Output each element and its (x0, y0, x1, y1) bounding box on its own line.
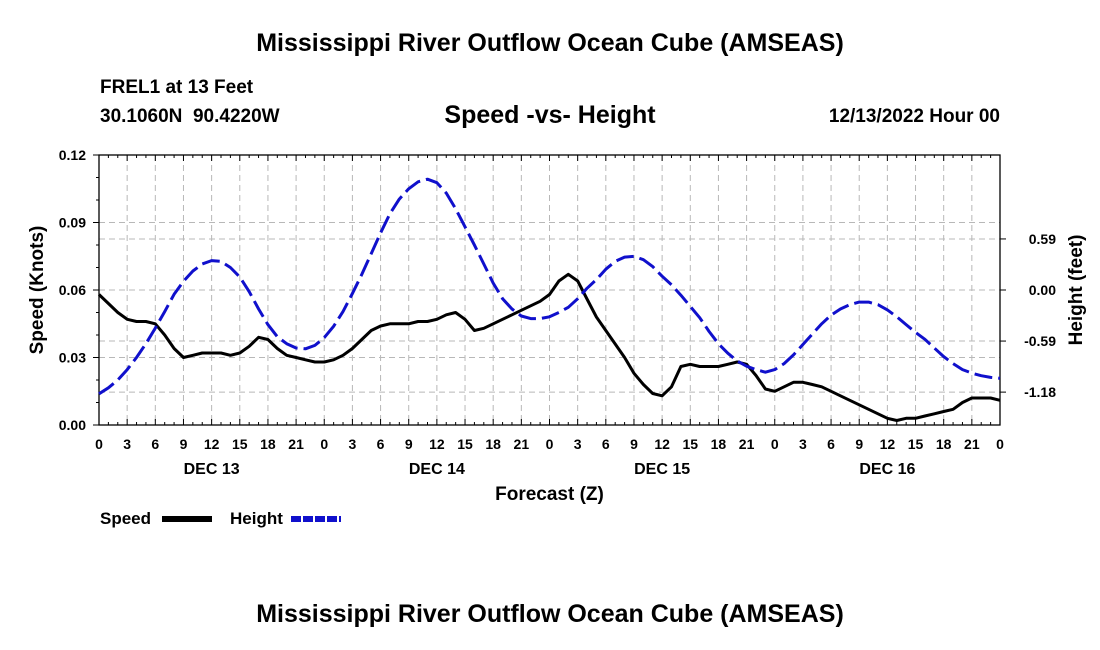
x-tick-label: 15 (457, 436, 473, 452)
x-tick-label: 12 (204, 436, 220, 452)
x-tick-label: 9 (630, 436, 638, 452)
x-axis-label: Forecast (Z) (495, 484, 604, 505)
y2-tick-label: -1.18 (1024, 384, 1056, 400)
y-tick-label: 0.03 (59, 350, 86, 366)
x-tick-label: 21 (514, 436, 530, 452)
legend-speed-label: Speed (100, 509, 152, 528)
legend-height-label: Height (230, 509, 283, 528)
x-tick-label: 21 (288, 436, 304, 452)
y-tick-label: 0.12 (59, 147, 86, 163)
legend-height-swatch (291, 516, 341, 522)
speed-height-chart: 0 3 6 9 12 15 18 21 0 3 6 9 12 15 18 21 0 3 6 9 12 15 18 21 0 3 6 9… (27, 147, 1087, 505)
day-label: DEC 13 (184, 461, 240, 478)
y-axis-label: Speed (Knots) (27, 226, 48, 355)
day-label: DEC 16 (859, 461, 915, 478)
x-tick-label: 6 (602, 436, 610, 452)
x-tick-label: 12 (654, 436, 670, 452)
footer-title: Mississippi River Outflow Ocean Cube (AM… (256, 600, 844, 628)
x-tick-label: 18 (936, 436, 952, 452)
x-tick-label: 21 (964, 436, 980, 452)
x-tick-label: 18 (485, 436, 501, 452)
x-tick-label: 15 (232, 436, 248, 452)
x-tick-label: 3 (349, 436, 357, 452)
y2-tick-label: 0.00 (1029, 282, 1056, 298)
x-tick-label: 3 (123, 436, 131, 452)
x-tick-label: 0 (320, 436, 328, 452)
series-speed-line (97, 272, 1001, 422)
y2-axis-label: Height (feet) (1066, 235, 1087, 346)
x-tick-label: 9 (855, 436, 863, 452)
x-tick-label: 18 (260, 436, 276, 452)
station-coordinates: 30.1060N 90.4220W (100, 106, 280, 127)
x-tick-label: 0 (996, 436, 1004, 452)
forecast-datetime: 12/13/2022 Hour 00 (828, 106, 1000, 127)
x-tick-label: 15 (908, 436, 924, 452)
x-tick-label: 12 (880, 436, 896, 452)
x-tick-label: 21 (739, 436, 755, 452)
y-tick-label: 0.00 (59, 417, 86, 433)
x-tick-label: 15 (682, 436, 698, 452)
series-height-line (98, 177, 1001, 396)
day-label: DEC 15 (634, 461, 690, 478)
x-tick-label: 6 (377, 436, 385, 452)
x-tick-label: 18 (711, 436, 727, 452)
y-tick-label: 0.06 (59, 282, 86, 298)
y-tick-label: 0.09 (59, 215, 86, 231)
y2-tick-label: -0.59 (1024, 333, 1056, 349)
legend-speed-swatch (162, 516, 212, 522)
x-tick-label: 3 (799, 436, 807, 452)
x-tick-label: 3 (574, 436, 582, 452)
main-title: Mississippi River Outflow Ocean Cube (AM… (256, 29, 844, 57)
x-tick-label: 12 (429, 436, 445, 452)
x-tick-label: 0 (546, 436, 554, 452)
x-tick-label: 6 (151, 436, 159, 452)
x-tick-label: 0 (771, 436, 779, 452)
chart-subtitle: Speed -vs- Height (444, 101, 656, 129)
day-label: DEC 14 (409, 461, 465, 478)
station-label: FREL1 at 13 Feet (100, 77, 254, 98)
x-tick-label: 6 (827, 436, 835, 452)
y2-tick-label: 0.59 (1029, 231, 1056, 247)
x-tick-label: 9 (405, 436, 413, 452)
x-tick-label: 9 (180, 436, 188, 452)
x-tick-label: 0 (95, 436, 103, 452)
